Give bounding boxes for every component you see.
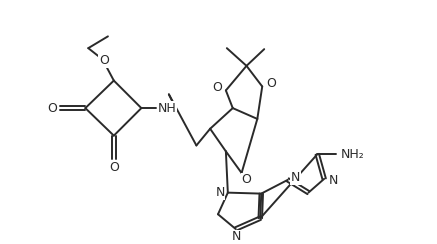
- Text: O: O: [99, 54, 109, 67]
- Text: N: N: [291, 171, 300, 184]
- Text: N: N: [232, 230, 241, 243]
- Text: N: N: [328, 174, 338, 187]
- Text: NH: NH: [157, 102, 176, 115]
- Text: O: O: [242, 173, 251, 186]
- Text: N: N: [215, 186, 225, 199]
- Text: O: O: [109, 161, 119, 173]
- Text: NH₂: NH₂: [341, 148, 364, 161]
- Text: O: O: [212, 81, 222, 94]
- Text: O: O: [47, 102, 57, 115]
- Text: O: O: [266, 77, 276, 90]
